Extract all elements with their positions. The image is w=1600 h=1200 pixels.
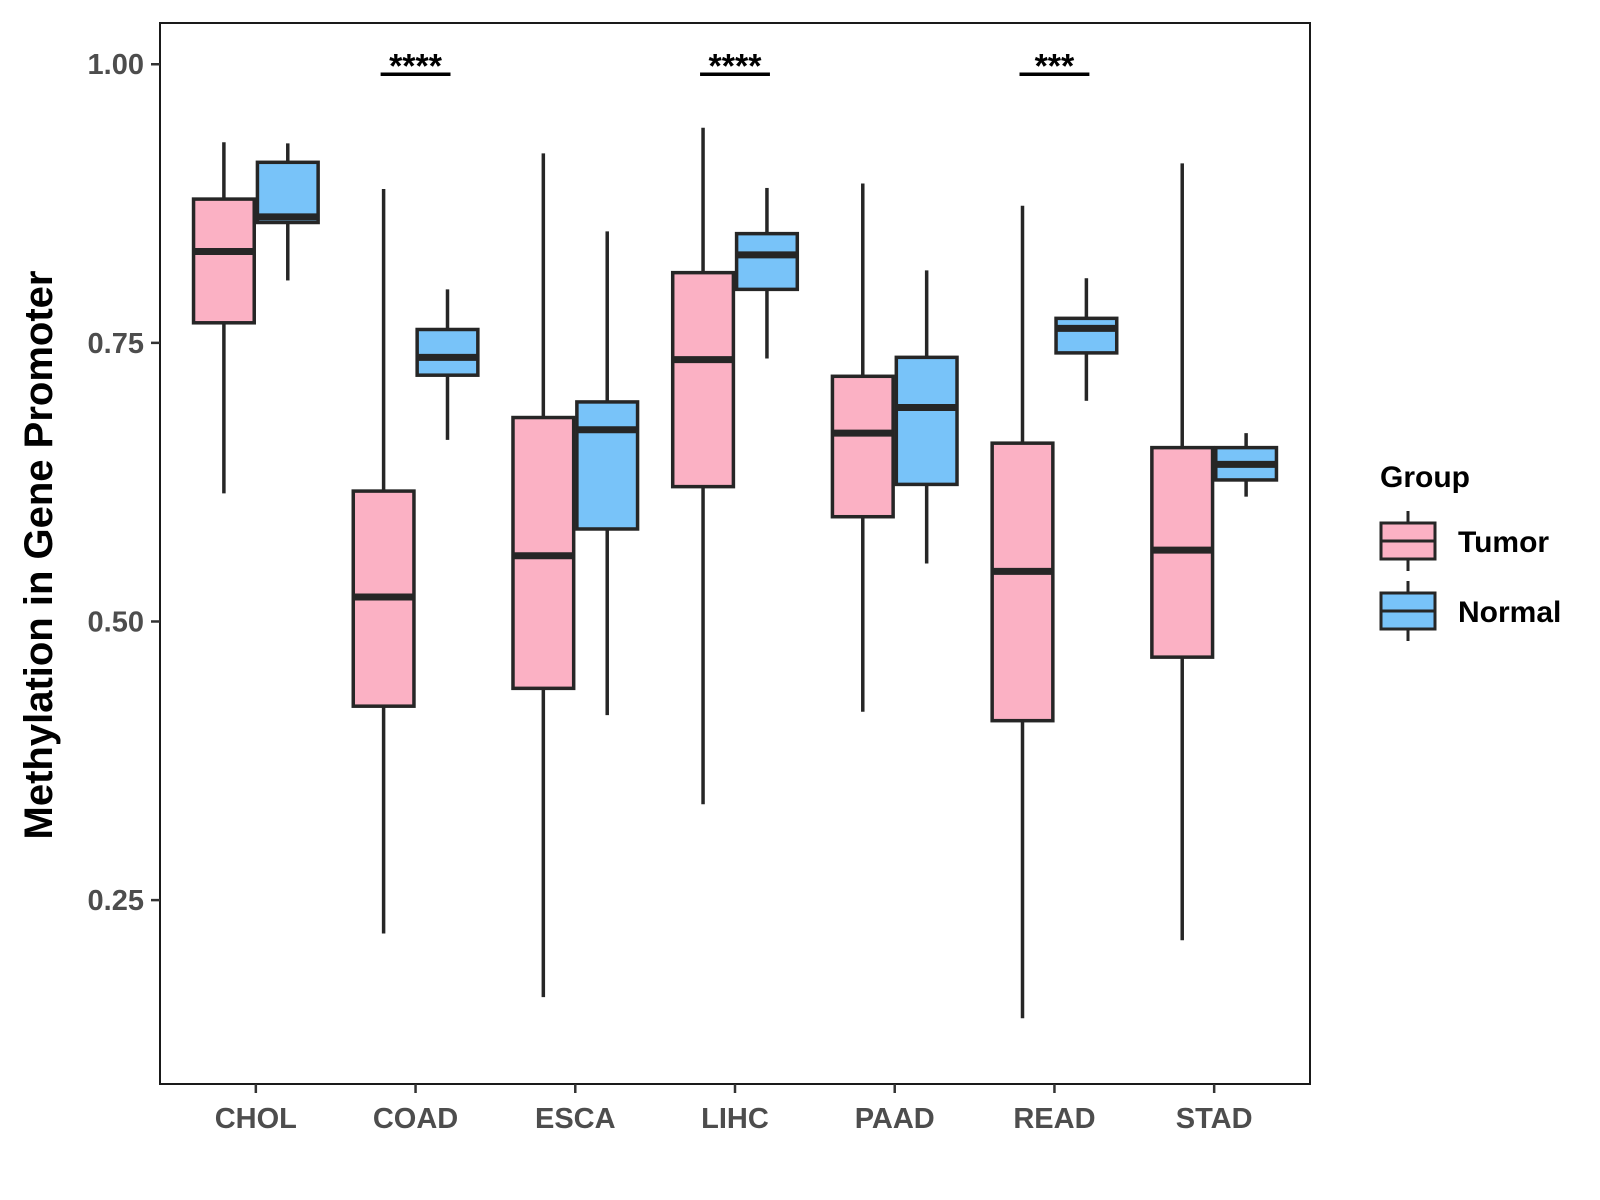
legend-entries: Tumor Normal — [1379, 511, 1561, 641]
box-iqr — [415, 327, 480, 377]
box-iqr — [255, 160, 320, 225]
box-normal-coad — [415, 289, 480, 440]
legend-label-tumor: Tumor — [1458, 526, 1549, 559]
box-iqr — [830, 374, 895, 519]
box-normal-read — [1054, 278, 1119, 401]
box-iqr — [990, 441, 1055, 723]
box-iqr — [670, 270, 736, 489]
legend-entry-tumor: Tumor — [1379, 511, 1549, 571]
box-normal-esca — [575, 231, 640, 716]
y-tick-label: 0.50 — [88, 606, 144, 638]
box-normal-stad — [1214, 433, 1279, 497]
x-tick-label: ESCA — [535, 1103, 616, 1135]
box-iqr — [894, 355, 959, 487]
y-tick-label: 0.25 — [88, 885, 144, 917]
box-normal-paad — [894, 270, 959, 564]
significance-label: **** — [389, 47, 443, 85]
legend-title: Group — [1380, 461, 1470, 494]
legend-label-normal: Normal — [1458, 596, 1561, 629]
y-axis-title: Methylation in Gene Promoter — [17, 271, 61, 840]
box-tumor-chol — [191, 142, 256, 494]
x-tick-label: CHOL — [215, 1103, 297, 1135]
y-tick-label: 1.00 — [88, 49, 144, 81]
x-tick-label: LIHC — [701, 1103, 769, 1135]
significance-label: *** — [1035, 47, 1075, 85]
box-tumor-coad — [351, 189, 416, 934]
box-normal-chol — [255, 143, 320, 281]
box-iqr — [575, 400, 640, 531]
box-iqr — [191, 197, 256, 325]
y-tick-label: 0.75 — [88, 328, 144, 360]
box-tumor-esca — [511, 153, 576, 998]
x-tick-label: COAD — [373, 1103, 458, 1135]
box-tumor-paad — [830, 183, 895, 712]
box-iqr — [1054, 316, 1119, 355]
box-tumor-read — [990, 205, 1055, 1019]
significance-label: **** — [709, 47, 763, 85]
box-tumor-lihc — [670, 127, 736, 805]
box-tumor-stad — [1150, 163, 1215, 941]
legend-entry-normal: Normal — [1379, 581, 1561, 641]
x-tick-label: PAAD — [855, 1103, 935, 1135]
box-iqr — [734, 231, 800, 292]
legend: Group Tumor Normal — [1379, 461, 1561, 641]
box-normal-lihc — [734, 187, 800, 359]
x-tick-label: STAD — [1176, 1103, 1253, 1135]
plot-area: 0.25 0.50 0.75 1.00 CHOL COAD ESCA LIHC PAAD READ… — [88, 22, 1311, 1135]
x-tick-label: READ — [1013, 1103, 1095, 1135]
